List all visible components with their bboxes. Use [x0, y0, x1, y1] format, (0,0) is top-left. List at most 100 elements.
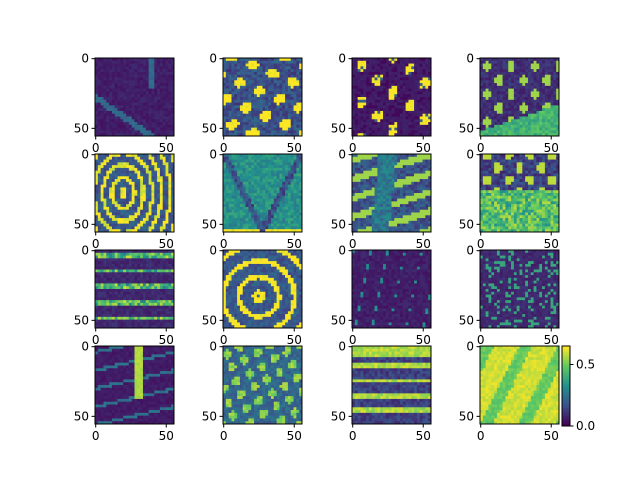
- heatmap-cell: [97, 190, 102, 194]
- heatmap-cell: [502, 63, 506, 67]
- heatmap-cell: [128, 198, 133, 202]
- heatmap-cell: [168, 187, 172, 191]
- heatmap-cell: [100, 58, 104, 62]
- heatmap-cell: [556, 83, 560, 87]
- heatmap-cell: [142, 179, 147, 183]
- heatmap-cell: [408, 165, 412, 169]
- heatmap-cell: [482, 66, 487, 70]
- heatmap-cell: [237, 74, 241, 78]
- heatmap-cell: [103, 88, 107, 92]
- heatmap-cell: [162, 173, 166, 177]
- heatmap-cell: [95, 74, 99, 78]
- heatmap-cell: [279, 66, 283, 70]
- heatmap-cell: [126, 80, 130, 84]
- heatmap-cell: [293, 69, 297, 73]
- heatmap-cell: [140, 184, 144, 188]
- heatmap-cell: [371, 159, 375, 163]
- heatmap-cell: [411, 94, 415, 98]
- heatmap-cell: [137, 165, 141, 169]
- heatmap-cell: [126, 223, 130, 227]
- heatmap-cell: [254, 181, 258, 186]
- heatmap-cell: [265, 124, 269, 129]
- heatmap-cell: [148, 190, 152, 194]
- heatmap-cell: [422, 113, 426, 117]
- heatmap-cell: [385, 116, 390, 120]
- heatmap-cell: [533, 108, 537, 112]
- heatmap-cell: [496, 116, 501, 120]
- heatmap-cell: [377, 58, 381, 62]
- heatmap-cell: [145, 167, 150, 172]
- heatmap-cell: [556, 110, 560, 115]
- heatmap-cell: [248, 108, 252, 112]
- heatmap-cell: [231, 119, 235, 123]
- heatmap-cell: [480, 60, 484, 64]
- heatmap-cell: [525, 63, 529, 67]
- heatmap-cell: [265, 162, 269, 166]
- heatmap-cell: [270, 204, 275, 208]
- heatmap-cell: [95, 113, 99, 117]
- heatmap-cell: [414, 119, 418, 123]
- heatmap-cell: [519, 130, 523, 134]
- heatmap-cell: [422, 119, 426, 123]
- heatmap-cell: [248, 97, 252, 101]
- heatmap-cell: [171, 226, 175, 230]
- heatmap-cell: [231, 69, 235, 73]
- heatmap-cell: [168, 119, 172, 123]
- y-tick-label: 0: [209, 148, 217, 162]
- heatmap-cell: [505, 99, 509, 103]
- heatmap-cell: [242, 71, 246, 76]
- heatmap-cell: [499, 99, 503, 103]
- heatmap-cell: [103, 190, 107, 194]
- heatmap-cell: [542, 69, 546, 73]
- heatmap-cell: [273, 190, 278, 194]
- heatmap-cell: [248, 99, 252, 103]
- heatmap-cell: [488, 94, 492, 98]
- heatmap-cell: [131, 162, 135, 166]
- heatmap-cell: [171, 119, 175, 123]
- heatmap-cell: [100, 198, 104, 202]
- heatmap-cell: [151, 124, 155, 129]
- heatmap-cell: [103, 162, 107, 166]
- heatmap-cell: [519, 80, 523, 84]
- heatmap-cell: [480, 110, 484, 115]
- heatmap-cell: [100, 105, 104, 109]
- heatmap-cell: [285, 156, 289, 160]
- heatmap-cell: [428, 97, 432, 101]
- heatmap-cell: [239, 102, 244, 106]
- heatmap-cell: [374, 71, 378, 76]
- heatmap-cell: [234, 204, 238, 208]
- heatmap-cell: [385, 83, 390, 87]
- heatmap-cell: [254, 209, 258, 213]
- heatmap-cell: [111, 127, 116, 131]
- heatmap-cell: [502, 127, 506, 131]
- heatmap-cell: [148, 154, 152, 158]
- heatmap-cell: [399, 63, 404, 67]
- heatmap-cell: [391, 60, 395, 64]
- heatmap-cell: [519, 74, 523, 78]
- heatmap-cell: [519, 85, 523, 90]
- heatmap-cell: [239, 124, 244, 129]
- heatmap-cell: [134, 119, 138, 123]
- heatmap-cell: [293, 218, 297, 222]
- heatmap-cell: [162, 63, 166, 67]
- heatmap-cell: [270, 187, 275, 191]
- heatmap-cell: [522, 113, 526, 117]
- heatmap-cell: [388, 63, 392, 67]
- y-tick-label: 50: [459, 121, 474, 135]
- heatmap-cell: [488, 130, 492, 134]
- heatmap-cell: [123, 215, 127, 219]
- heatmap-cell: [296, 74, 300, 78]
- heatmap-cell: [159, 195, 164, 199]
- heatmap-cell: [363, 173, 367, 177]
- heatmap-cell: [137, 71, 141, 76]
- heatmap-cell: [223, 170, 227, 174]
- heatmap-cell: [377, 97, 381, 101]
- heatmap-cell: [276, 69, 280, 73]
- heatmap-cell: [259, 159, 263, 163]
- heatmap-cell: [223, 71, 227, 76]
- heatmap-cell: [505, 71, 509, 76]
- heatmap-cell: [120, 218, 124, 222]
- heatmap-cell: [265, 108, 269, 112]
- heatmap-cell: [547, 71, 551, 76]
- heatmap-cell: [159, 170, 164, 174]
